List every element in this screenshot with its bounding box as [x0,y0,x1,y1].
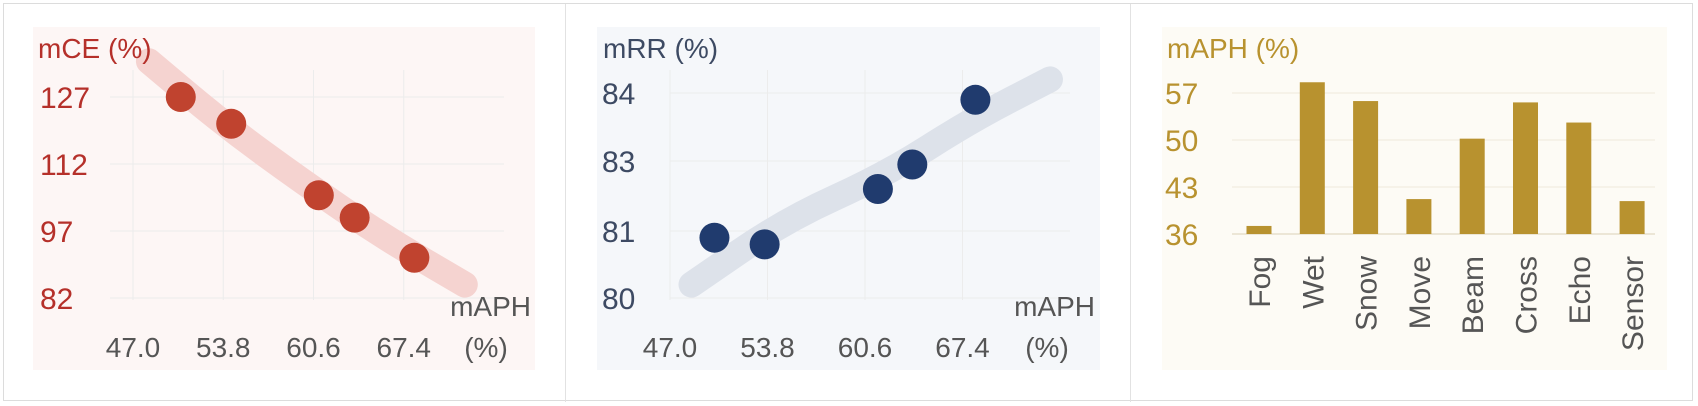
y-tick-label: 97 [40,216,73,249]
chart-mce-xlabel-unit: (%) [464,332,508,363]
chart-mce-x-ticks: 47.0 53.8 60.6 67.4 [106,332,431,363]
chart-maph-ylabel: mAPH (%) [1167,33,1299,64]
chart-mrr-xlabel-unit: (%) [1025,332,1069,363]
data-point [897,149,928,180]
chart-maph-category-labels: Fog Wet Snow Move Beam Cross Echo Sensor [1244,255,1650,351]
bar [1406,199,1432,234]
category-label: Sensor [1617,256,1650,351]
bar [1566,122,1592,234]
x-tick-label: 47.0 [643,332,698,363]
data-point [399,242,430,273]
bar [1353,101,1379,234]
y-tick-label: 43 [1165,172,1198,205]
chart-mce-xlabel: mAPH [450,291,531,322]
panel-divider [1130,4,1131,402]
chart-maph-bar-group [1246,82,1645,235]
x-tick-label: 67.4 [377,332,432,363]
chart-mce-ylabel: mCE (%) [38,33,152,64]
x-tick-label: 60.6 [286,332,341,363]
y-tick-label: 80 [602,283,635,316]
y-tick-label: 57 [1165,78,1198,111]
chart-mrr-points [699,84,991,260]
chart-maph-bars: 36 43 50 57 Fog Wet Snow Move Beam Cross Echo Sens… [1162,27,1667,370]
chart-mrr-grid [669,70,1070,300]
x-tick-label: 67.4 [935,332,990,363]
chart-mrr: 80 81 83 84 47.0 53.8 60.6 67.4 mRR (%) mAPH (… [597,27,1100,370]
x-tick-label: 53.8 [740,332,795,363]
data-point [216,108,247,139]
category-label: Cross [1511,256,1544,334]
chart-mrr-xlabel: mAPH [1014,291,1095,322]
y-tick-label: 36 [1165,219,1198,252]
chart-maph-y-ticks: 36 43 50 57 [1165,78,1198,252]
data-point [749,229,780,260]
x-tick-label: 60.6 [838,332,893,363]
chart-mce: 82 97 112 127 47.0 53.8 60.6 67.4 mCE (%) mAPH… [33,27,535,370]
y-tick-label: 81 [602,216,635,249]
y-tick-label: 127 [40,82,90,115]
x-tick-label: 47.0 [106,332,161,363]
data-point [862,174,893,204]
x-tick-label: 53.8 [196,332,251,363]
bar [1459,138,1485,234]
panel-divider [565,4,566,402]
category-label: Fog [1244,256,1277,308]
chart-mce-background [33,27,535,370]
data-point [339,202,370,233]
chart-mce-grid [110,70,504,300]
chart-mrr-ylabel: mRR (%) [603,33,718,64]
figure-frame [3,3,1693,401]
chart-mce-points [165,82,430,273]
bar [1246,225,1272,234]
y-tick-label: 112 [40,149,88,182]
data-point [960,84,991,115]
data-point [165,82,196,112]
data-point [303,180,334,211]
category-label: Wet [1297,255,1330,308]
category-label: Move [1404,256,1437,329]
bar [1619,201,1645,234]
bar [1299,82,1325,234]
y-tick-label: 82 [40,283,73,316]
category-label: Beam [1457,256,1490,334]
chart-mrr-y-ticks: 80 81 83 84 [602,78,635,316]
y-tick-label: 84 [602,78,635,111]
y-tick-label: 83 [602,146,635,179]
bar [1513,102,1538,235]
category-label: Snow [1351,256,1384,331]
category-label: Echo [1564,256,1597,324]
y-tick-label: 50 [1165,125,1198,158]
data-point [699,222,730,253]
chart-mrr-x-ticks: 47.0 53.8 60.6 67.4 [643,332,990,363]
chart-mce-y-ticks: 82 97 112 127 [40,82,90,316]
